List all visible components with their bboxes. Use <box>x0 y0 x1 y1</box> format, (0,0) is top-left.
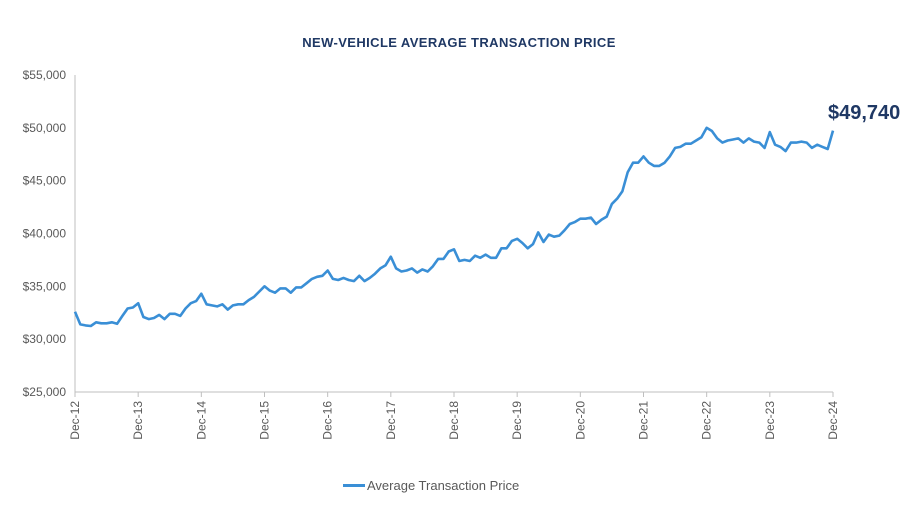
x-tick-label: Dec-20 <box>573 401 587 440</box>
x-tick-label: Dec-15 <box>258 401 272 440</box>
legend: Average Transaction Price <box>343 478 519 493</box>
series-line-average-transaction-price <box>73 126 835 328</box>
x-tick-label: Dec-24 <box>826 401 840 440</box>
y-tick-label: $45,000 <box>23 174 67 188</box>
x-tick-label: Dec-13 <box>131 401 145 440</box>
y-tick-label: $30,000 <box>23 332 67 346</box>
y-tick-label: $35,000 <box>23 279 67 293</box>
x-tick-label: Dec-18 <box>447 401 461 440</box>
y-tick-label: $55,000 <box>23 68 67 82</box>
x-tick-label: Dec-17 <box>384 401 398 440</box>
legend-label: Average Transaction Price <box>367 478 520 493</box>
y-tick-label: $50,000 <box>23 121 67 135</box>
last-value-callout: $49,740 <box>828 102 901 124</box>
chart-title: NEW-VEHICLE AVERAGE TRANSACTION PRICE <box>302 35 616 50</box>
series-group <box>73 126 835 328</box>
x-tick-label: Dec-19 <box>510 401 524 440</box>
y-tick-label: $40,000 <box>23 227 67 241</box>
x-tick-label: Dec-23 <box>763 401 777 440</box>
x-tick-label: Dec-21 <box>637 401 651 440</box>
x-tick-label: Dec-14 <box>194 401 208 440</box>
x-axis-ticks: Dec-12 Dec-13 Dec-14 Dec-15 Dec-16 Dec-17 Dec-… <box>68 392 840 440</box>
y-tick-label: $25,000 <box>23 385 67 399</box>
legend-swatch <box>343 484 365 487</box>
x-tick-label: Dec-16 <box>321 401 335 440</box>
x-tick-label: Dec-12 <box>68 401 82 440</box>
y-axis-ticks: $25,000 $30,000 $35,000 $40,000 $45,000 $50,0… <box>23 68 67 399</box>
x-tick-label: Dec-22 <box>700 401 714 440</box>
